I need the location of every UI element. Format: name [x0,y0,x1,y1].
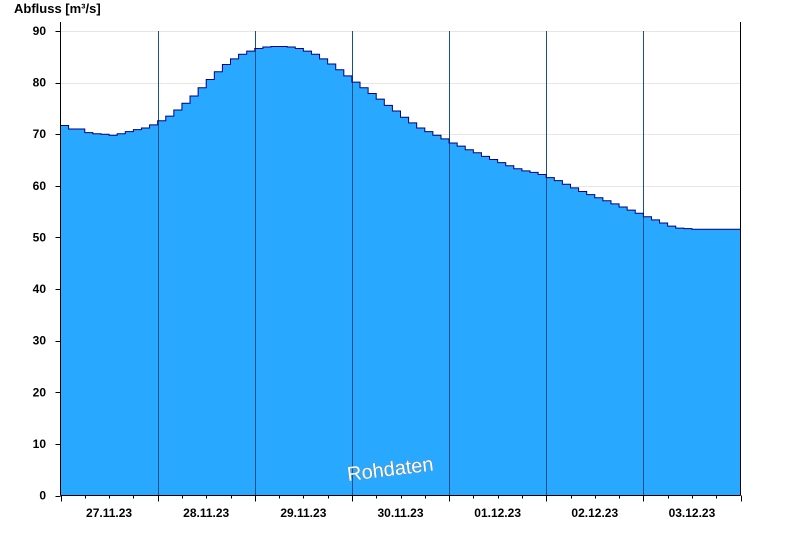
axes [60,22,741,496]
y-tick-label-10: 10 [33,437,47,451]
x-tick-label-2: 29.11.23 [280,506,326,520]
y-tick-label-0: 0 [39,489,46,503]
y-tick-label-80: 80 [33,76,47,90]
y-axis-label: Abfluss [m³/s] [14,1,101,16]
discharge-area [60,46,741,496]
x-tick-label-3: 30.11.23 [377,506,423,520]
x-tick-label-0: 27.11.23 [86,506,132,520]
y-tick-label-20: 20 [33,385,47,399]
x-tick-label-4: 01.12.23 [474,506,521,520]
y-tick-label-40: 40 [33,282,47,296]
y-tick-label-90: 90 [33,24,47,38]
x-tick-label-5: 02.12.23 [571,506,618,520]
discharge-line [60,45,741,230]
y-tick-label-50: 50 [33,230,47,244]
y-tick-label-60: 60 [33,179,47,193]
x-tick-label-1: 28.11.23 [183,506,229,520]
day-separators [158,31,644,496]
y-tick-label-30: 30 [33,334,47,348]
y-tick-label-70: 70 [33,127,47,141]
y-ticks: 0 10 20 30 40 50 60 70 80 90 [33,24,61,503]
x-ticks: 27.11.23 28.11.23 29.11.23 30.11.23 01.12.23… [61,495,742,520]
x-tick-label-6: 03.12.23 [669,506,716,520]
